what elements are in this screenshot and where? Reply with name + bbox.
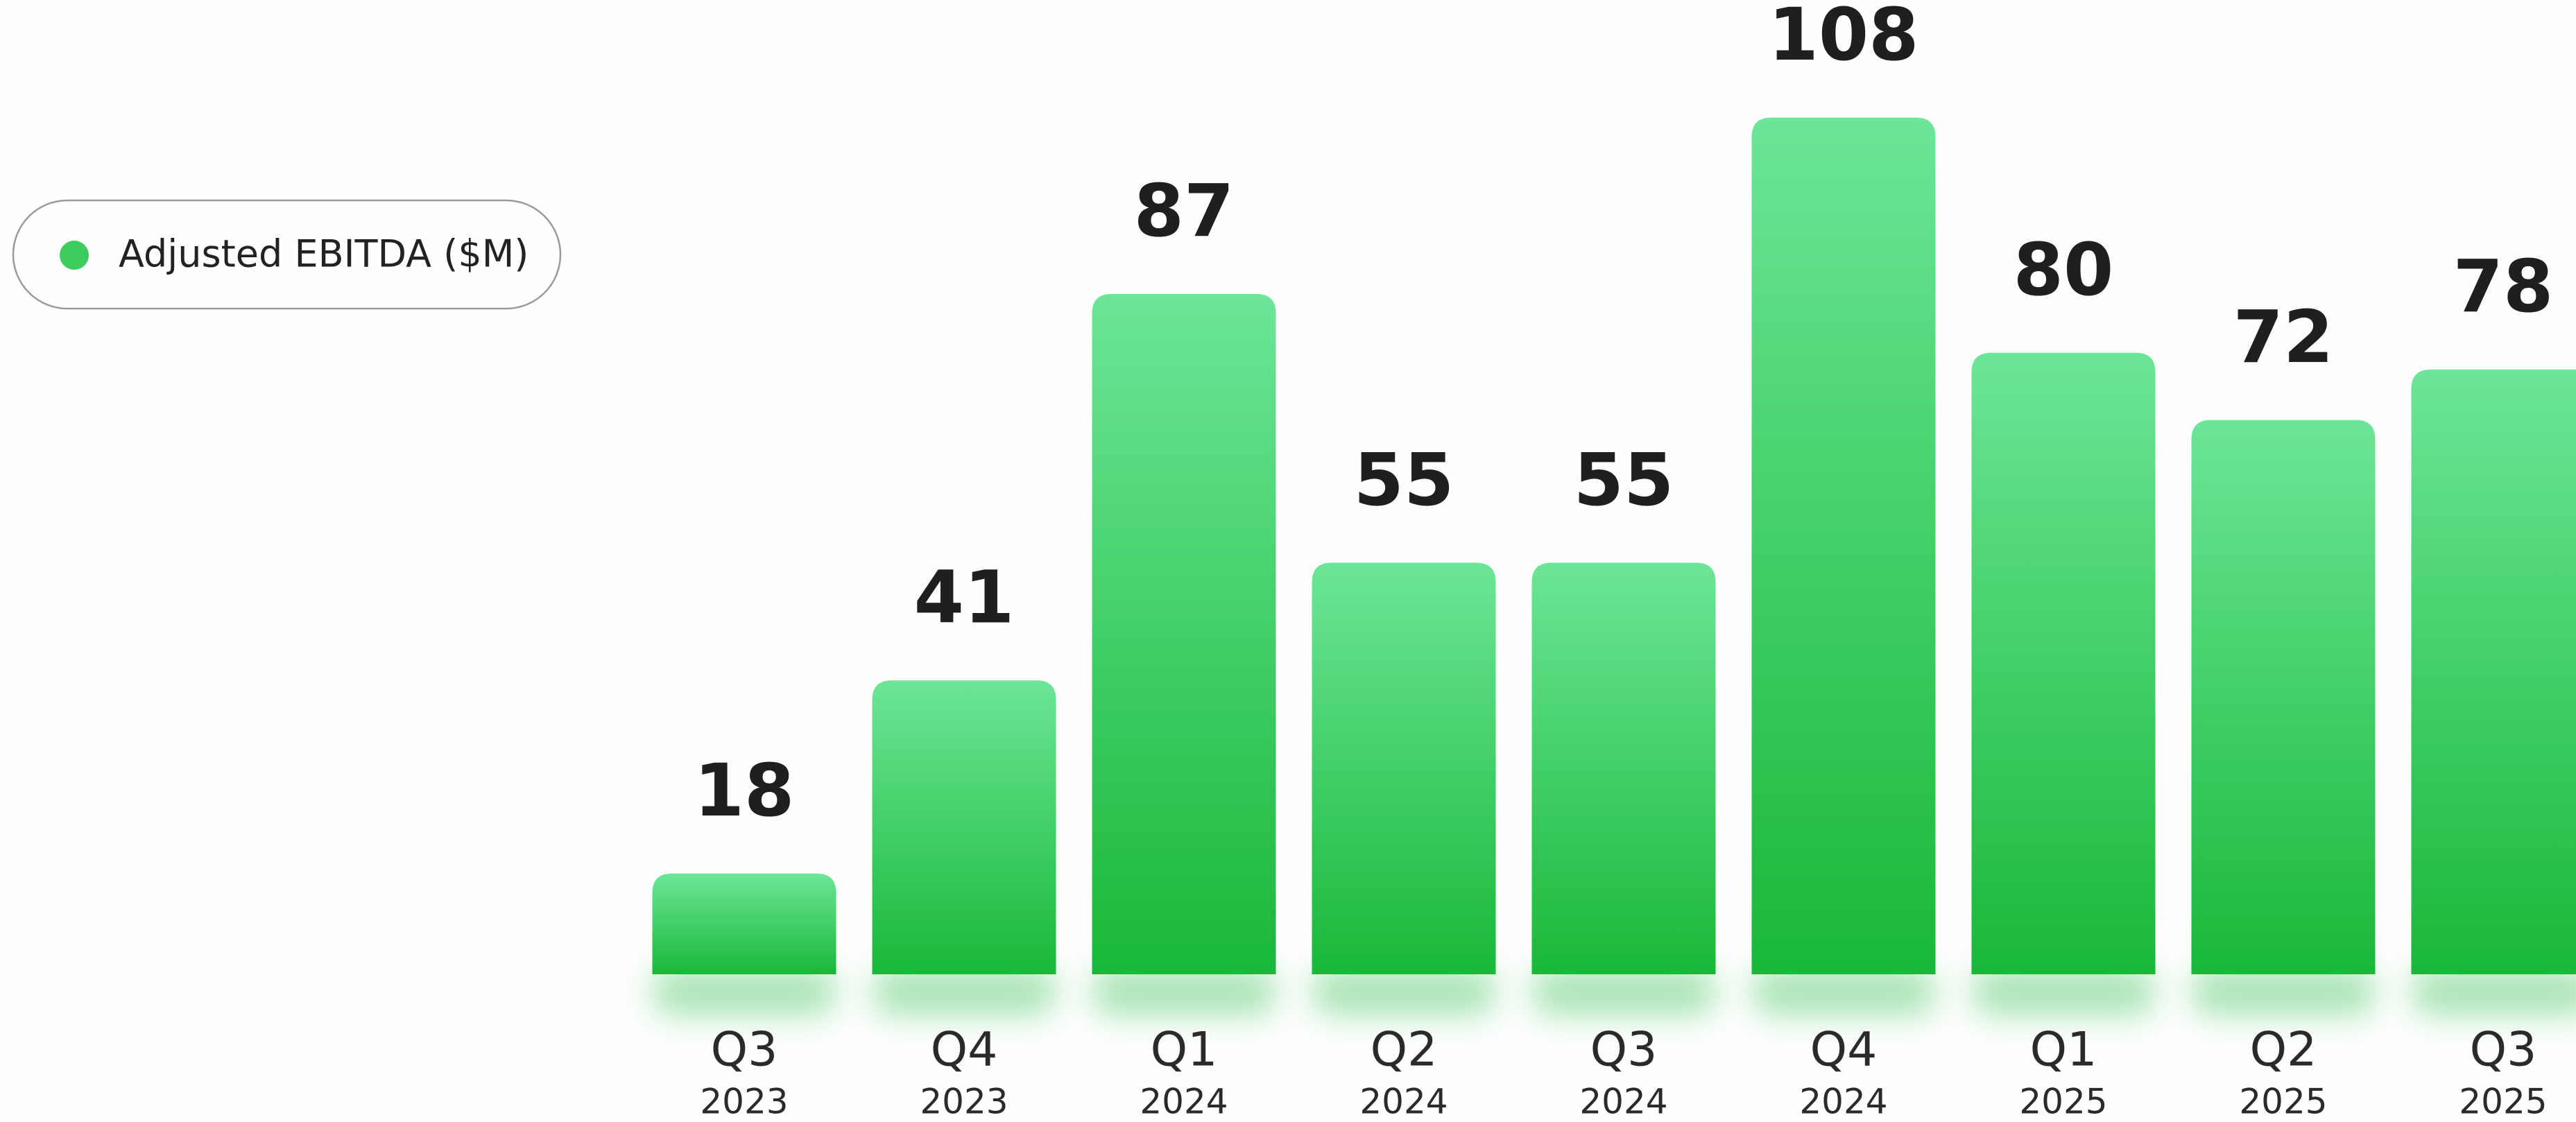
value-label: 108 [1768,0,1918,77]
x-tick-year: 2024 [1359,1082,1448,1122]
bar [1751,117,1936,974]
legend: Adjusted EBITDA ($M) [12,199,562,310]
bar-shadow [1751,967,1936,1016]
x-tick-year: 2024 [1140,1082,1228,1122]
value-label: 78 [2453,244,2554,329]
legend-label: Adjusted EBITDA ($M) [119,232,529,276]
x-tick-label: Q2 [2250,1023,2317,1078]
x-tick-label: Q1 [2030,1023,2097,1078]
bar-shadow [652,967,836,1016]
bar [652,873,836,974]
x-tick-label: Q4 [931,1023,998,1078]
bar-shadow [1312,967,1496,1016]
x-tick-year: 2025 [2019,1082,2107,1122]
bar [1312,562,1496,974]
bar-shadow [1531,967,1716,1016]
x-tick-label: Q4 [1810,1023,1878,1078]
x-tick-year: 2023 [920,1082,1008,1122]
legend-frame [12,199,562,310]
x-tick-label: Q3 [2470,1023,2537,1078]
value-label: 72 [2233,295,2334,379]
bar-shadow [1092,967,1276,1016]
value-label: 55 [1574,438,1674,522]
bar-shadow [2411,967,2576,1016]
value-label: 80 [2013,227,2114,312]
x-tick-label: Q3 [1590,1023,1658,1078]
bar [1092,293,1276,974]
bar [1531,562,1716,974]
bar-shadow [1971,967,2156,1016]
value-label: 18 [694,748,795,833]
legend-swatch [60,241,89,270]
value-label: 87 [1134,169,1235,253]
bar [872,680,1056,974]
bar-shadow [2191,967,2376,1016]
bar [2191,420,2376,974]
value-label: 41 [914,555,1015,639]
bar [2411,369,2576,974]
x-tick-year: 2023 [700,1082,788,1122]
x-tick-year: 2024 [1579,1082,1667,1122]
value-label: 55 [1354,438,1454,522]
x-tick-label: Q2 [1371,1023,1438,1078]
x-tick-label: Q3 [711,1023,778,1078]
x-tick-year: 2025 [2239,1082,2327,1122]
x-tick-label: Q1 [1151,1023,1218,1078]
x-tick-year: 2025 [2459,1082,2547,1122]
x-tick-year: 2024 [1799,1082,1887,1122]
bar-shadow [872,967,1056,1016]
bar [1971,352,2156,974]
